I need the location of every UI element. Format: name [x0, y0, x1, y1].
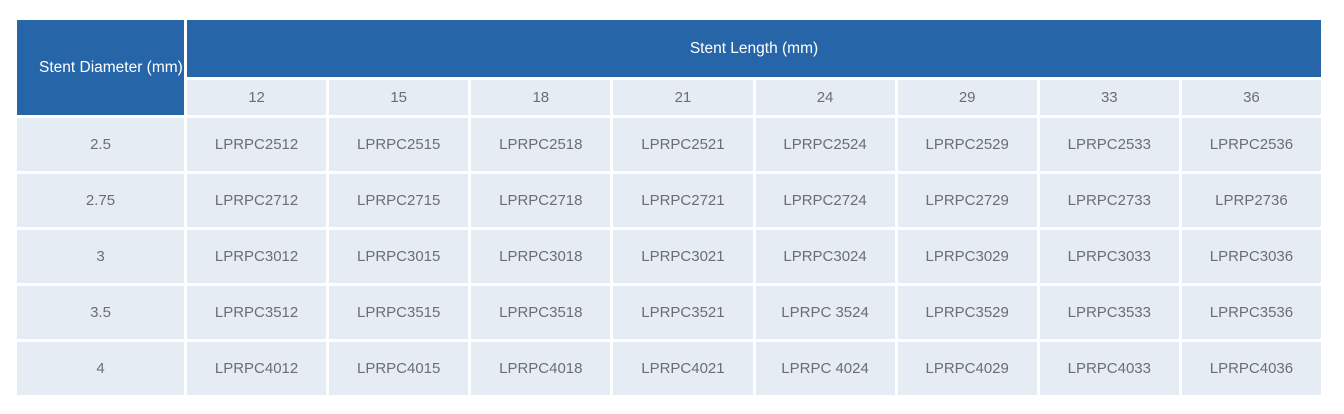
product-code-cell: LPRPC 4024: [755, 342, 895, 395]
group-header-stent-length: Stent Length (mm): [187, 20, 1321, 77]
product-code-cell: LPRPC2729: [897, 174, 1037, 227]
product-code-cell: LPRPC4021: [613, 342, 753, 395]
col-header-length-36: 36: [1181, 80, 1321, 115]
col-header-length-29: 29: [897, 80, 1037, 115]
product-code-cell: LPRPC2733: [1039, 174, 1179, 227]
col-header-length-33: 33: [1039, 80, 1179, 115]
row-header-diameter: 2.5: [17, 118, 184, 171]
row-header-diameter: 3.5: [17, 286, 184, 339]
table-row: 2.5 LPRPC2512 LPRPC2515 LPRPC2518 LPRPC2…: [17, 118, 1321, 171]
product-code-cell: LPRPC4033: [1039, 342, 1179, 395]
product-code-cell: LPRPC2521: [613, 118, 753, 171]
col-header-length-24: 24: [755, 80, 895, 115]
product-code-cell: LPRPC3012: [187, 230, 327, 283]
col-header-length-18: 18: [471, 80, 611, 115]
product-code-cell: LPRPC 3524: [755, 286, 895, 339]
stent-product-code-table: Stent Diameter (mm) Stent Length (mm) 12…: [14, 17, 1324, 398]
product-code-cell: LPRP2736: [1181, 174, 1321, 227]
product-code-cell: LPRPC4015: [329, 342, 469, 395]
product-code-cell: LPRPC2712: [187, 174, 327, 227]
corner-header-stent-diameter: Stent Diameter (mm): [17, 20, 184, 115]
row-header-diameter: 2.75: [17, 174, 184, 227]
product-code-cell: LPRPC4018: [471, 342, 611, 395]
product-code-cell: LPRPC2515: [329, 118, 469, 171]
table-row: 3 LPRPC3012 LPRPC3015 LPRPC3018 LPRPC302…: [17, 230, 1321, 283]
table-header-row-1: Stent Diameter (mm) Stent Length (mm): [17, 20, 1321, 115]
product-code-cell: LPRPC4029: [897, 342, 1037, 395]
product-code-cell: LPRPC2524: [755, 118, 895, 171]
product-code-cell: LPRPC2718: [471, 174, 611, 227]
product-code-cell: LPRPC3033: [1039, 230, 1179, 283]
product-code-cell: LPRPC2512: [187, 118, 327, 171]
product-code-cell: LPRPC3529: [897, 286, 1037, 339]
col-header-length-15: 15: [329, 80, 469, 115]
table-row: 4 LPRPC4012 LPRPC4015 LPRPC4018 LPRPC402…: [17, 342, 1321, 395]
product-code-cell: LPRPC2518: [471, 118, 611, 171]
product-code-cell: LPRPC3515: [329, 286, 469, 339]
product-code-cell: LPRPC4036: [1181, 342, 1321, 395]
table-row: 3.5 LPRPC3512 LPRPC3515 LPRPC3518 LPRPC3…: [17, 286, 1321, 339]
col-header-length-12: 12: [187, 80, 327, 115]
product-code-cell: LPRPC4012: [187, 342, 327, 395]
product-code-cell: LPRPC3029: [897, 230, 1037, 283]
product-code-cell: LPRPC2724: [755, 174, 895, 227]
product-code-cell: LPRPC2721: [613, 174, 753, 227]
table-header-row-2: 12 15 18 21 24 29 33 36: [17, 80, 1321, 115]
product-code-cell: LPRPC3024: [755, 230, 895, 283]
product-code-cell: LPRPC3533: [1039, 286, 1179, 339]
product-code-cell: LPRPC2715: [329, 174, 469, 227]
row-header-diameter: 3: [17, 230, 184, 283]
col-header-length-21: 21: [613, 80, 753, 115]
product-code-cell: LPRPC3021: [613, 230, 753, 283]
product-code-cell: LPRPC3015: [329, 230, 469, 283]
row-header-diameter: 4: [17, 342, 184, 395]
product-code-cell: LPRPC3518: [471, 286, 611, 339]
product-code-cell: LPRPC3521: [613, 286, 753, 339]
product-code-cell: LPRPC2529: [897, 118, 1037, 171]
product-code-cell: LPRPC3018: [471, 230, 611, 283]
product-code-cell: LPRPC2536: [1181, 118, 1321, 171]
product-code-cell: LPRPC3036: [1181, 230, 1321, 283]
product-code-cell: LPRPC2533: [1039, 118, 1179, 171]
product-code-cell: LPRPC3512: [187, 286, 327, 339]
table-row: 2.75 LPRPC2712 LPRPC2715 LPRPC2718 LPRPC…: [17, 174, 1321, 227]
product-code-cell: LPRPC3536: [1181, 286, 1321, 339]
